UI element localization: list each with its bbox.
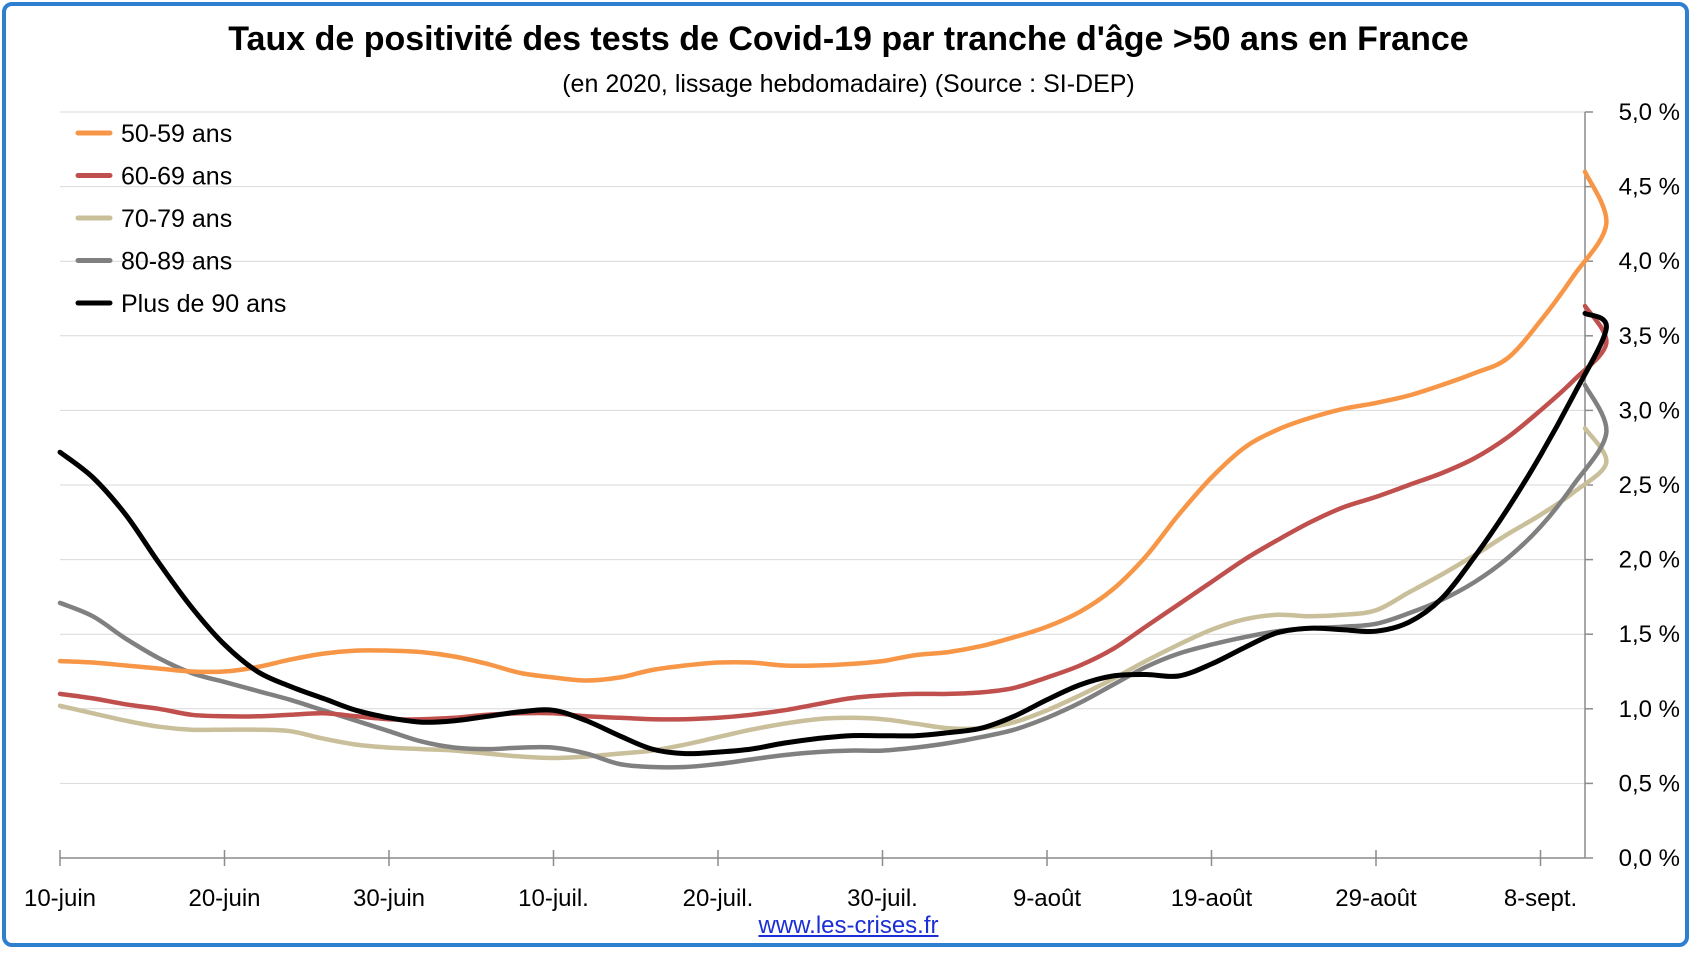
legend: 50-59 ans 60-69 ans 70-79 ans 80-89 ans Plus… xyxy=(75,120,286,318)
x-tick-label: 30-juil. xyxy=(847,885,918,912)
x-tick-label: 8-sept. xyxy=(1504,885,1577,912)
gridlines xyxy=(60,111,1585,859)
y-tick-label: 1,5 % xyxy=(1619,621,1680,648)
source-link[interactable]: www.les-crises.fr xyxy=(758,912,939,939)
y-tick-label: 4,5 % xyxy=(1619,174,1680,201)
x-tick-label: 29-août xyxy=(1335,885,1417,912)
series-line xyxy=(57,310,1609,757)
y-tick-label: 3,5 % xyxy=(1619,323,1680,350)
x-tick-label: 19-août xyxy=(1171,885,1253,912)
y-tick-label: 1,0 % xyxy=(1619,696,1680,723)
x-tick-label: 10-juil. xyxy=(518,885,589,912)
y-tick-label: 0,5 % xyxy=(1619,770,1680,797)
chart-subtitle: (en 2020, lissage hebdomadaire) (Source … xyxy=(562,70,1135,98)
series-line xyxy=(57,382,1609,770)
legend-label: 60-69 ans xyxy=(121,163,232,191)
series-line xyxy=(57,169,1609,683)
x-tick-label: 20-juil. xyxy=(683,885,754,912)
legend-label: 50-59 ans xyxy=(121,120,232,148)
y-tick-label: 2,0 % xyxy=(1619,547,1680,574)
chart-title: Taux de positivité des tests de Covid-19… xyxy=(228,20,1469,58)
legend-label: 80-89 ans xyxy=(121,248,232,276)
series-line xyxy=(57,426,1609,761)
series-lines xyxy=(57,169,1609,770)
y-tick-label: 4,0 % xyxy=(1619,248,1680,275)
legend-label: 70-79 ans xyxy=(121,205,232,233)
x-tick-label: 30-juin xyxy=(353,885,425,912)
legend-label: Plus de 90 ans xyxy=(121,290,286,318)
y-tick-label: 0,0 % xyxy=(1619,845,1680,872)
y-tick-label: 3,0 % xyxy=(1619,397,1680,424)
x-tick-label: 20-juin xyxy=(188,885,260,912)
x-tick-label: 9-août xyxy=(1013,885,1081,912)
tick-labels: 0,0 % 0,5 % 1,0 % 1,5 % 2,0 % 2,5 % 3,0 % 3,5 %… xyxy=(24,99,1680,912)
series-line xyxy=(57,303,1609,722)
x-tick-label: 10-juin xyxy=(24,885,96,912)
y-tick-label: 2,5 % xyxy=(1619,472,1680,499)
y-tick-label: 5,0 % xyxy=(1619,99,1680,126)
